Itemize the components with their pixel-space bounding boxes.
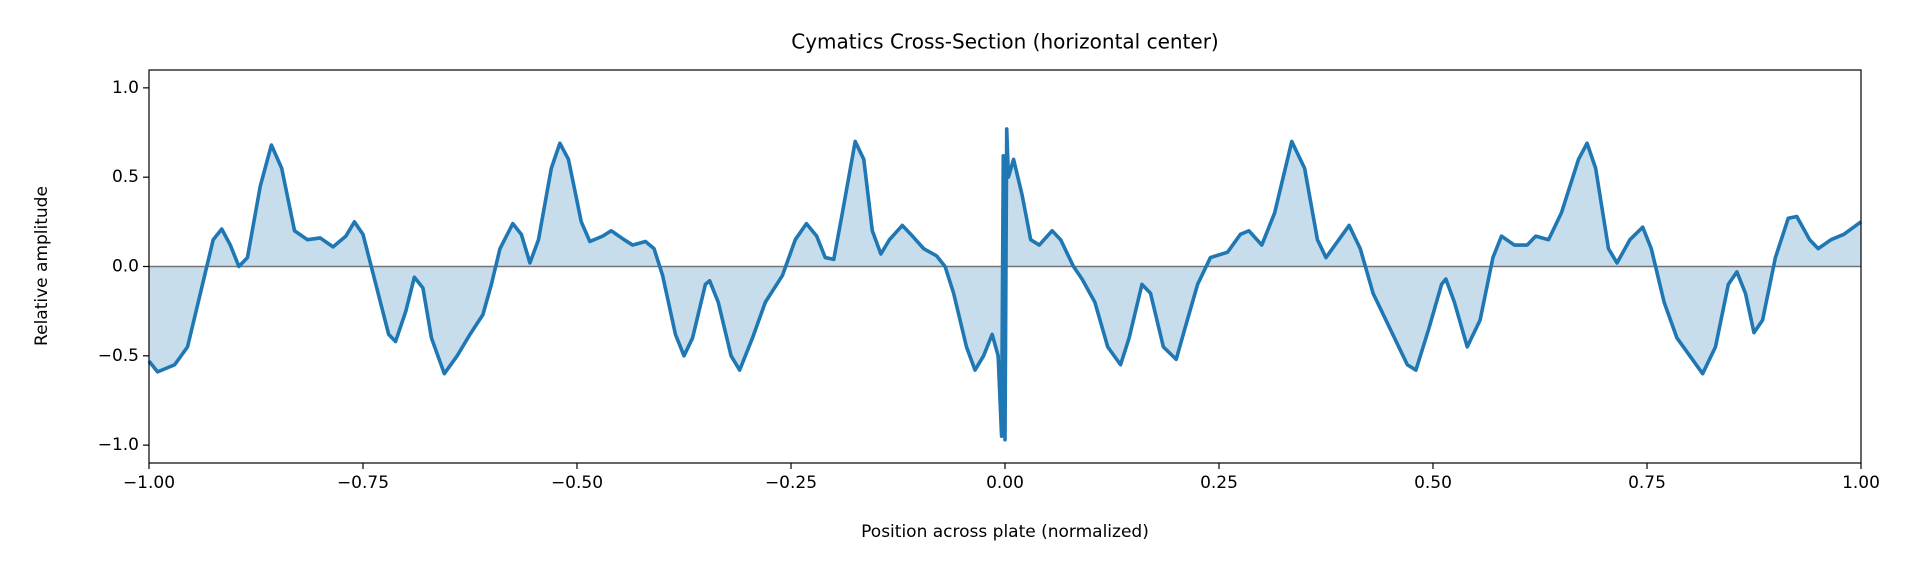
y-tick-label: 0.5 bbox=[112, 167, 139, 187]
x-tick-label: 0.00 bbox=[986, 473, 1024, 493]
x-tick-label: 0.50 bbox=[1414, 473, 1452, 493]
x-tick-label: 1.00 bbox=[1842, 473, 1880, 493]
x-tick-label: −1.00 bbox=[123, 473, 175, 493]
y-tick-label: −0.5 bbox=[98, 346, 139, 366]
x-tick-label: 0.75 bbox=[1628, 473, 1666, 493]
y-tick-label: −1.0 bbox=[98, 435, 139, 455]
data-line bbox=[147, 127, 1863, 442]
x-axis-label: Position across plate (normalized) bbox=[861, 522, 1149, 542]
y-tick-label: 1.0 bbox=[112, 78, 139, 98]
y-axis-label: Relative amplitude bbox=[32, 186, 52, 346]
x-tick-label: 0.25 bbox=[1200, 473, 1238, 493]
x-tick-label: −0.25 bbox=[765, 473, 817, 493]
x-tick-label: −0.50 bbox=[551, 473, 603, 493]
chart-title: Cymatics Cross-Section (horizontal cente… bbox=[791, 30, 1218, 54]
x-tick-label: −0.75 bbox=[337, 473, 389, 493]
y-tick-label: 0.0 bbox=[112, 257, 139, 277]
